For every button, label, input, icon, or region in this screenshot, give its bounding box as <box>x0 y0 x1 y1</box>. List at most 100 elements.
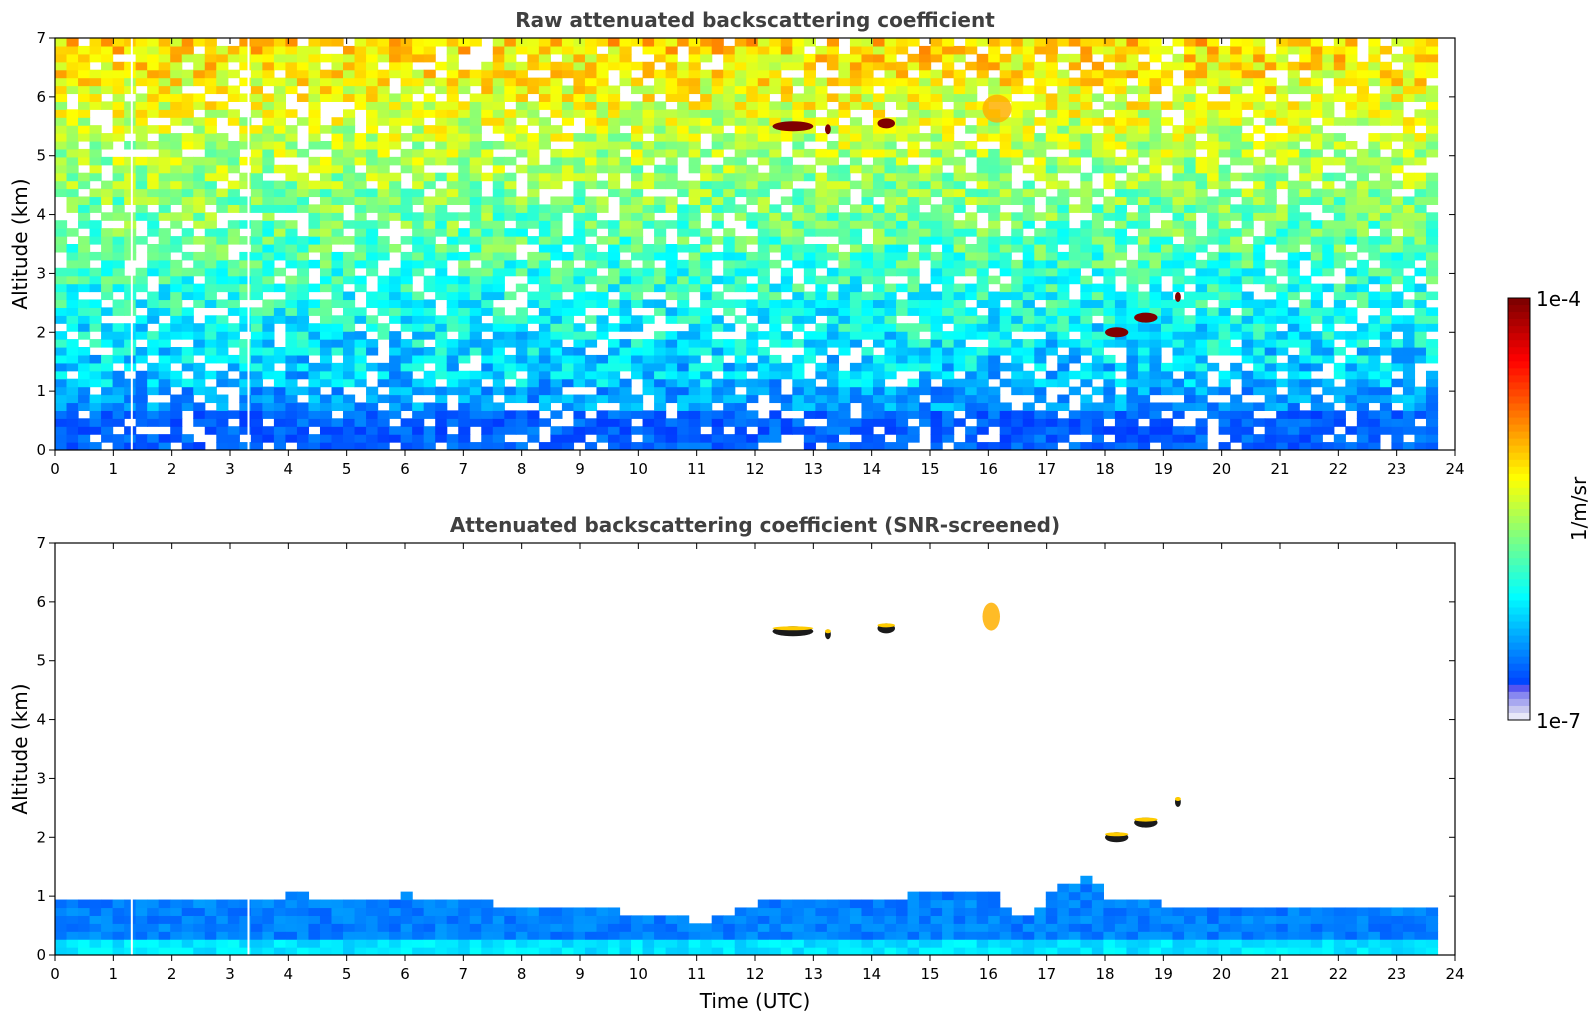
heatmap-cell <box>608 418 621 427</box>
heatmap-cell <box>112 109 125 118</box>
heatmap-cell <box>135 378 148 388</box>
heatmap-cell <box>1184 299 1197 308</box>
heatmap-cell <box>631 244 644 253</box>
heatmap-cell <box>861 394 874 404</box>
heatmap-cell <box>942 307 955 316</box>
heatmap-cell <box>1103 244 1116 253</box>
heatmap-cell <box>515 236 528 245</box>
heatmap-cell <box>677 347 690 356</box>
heatmap-cell <box>158 228 171 237</box>
heatmap-cell <box>262 299 275 308</box>
heatmap-cell <box>665 204 678 213</box>
heatmap-cell <box>1276 85 1289 95</box>
heatmap-cell <box>711 354 724 364</box>
heatmap-cell <box>907 354 920 364</box>
heatmap-cell <box>838 69 851 79</box>
heatmap-cell <box>527 117 540 126</box>
heatmap-cell <box>1022 188 1035 198</box>
heatmap-cell <box>677 283 690 293</box>
heatmap-cell <box>654 164 667 174</box>
heatmap-cell <box>158 164 171 174</box>
heatmap-cell <box>1080 172 1093 182</box>
heatmap-cell <box>250 291 263 301</box>
heatmap-cell <box>942 315 955 324</box>
heatmap-cell <box>400 77 413 87</box>
heatmap-cell <box>423 109 436 118</box>
heatmap-cell <box>1011 244 1024 253</box>
heatmap-cell <box>1333 228 1346 237</box>
heatmap-cell <box>412 259 425 269</box>
heatmap-cell <box>101 251 114 261</box>
heatmap-cell <box>400 259 413 269</box>
heatmap-cell <box>1253 101 1266 110</box>
heatmap-cell <box>907 283 920 293</box>
heatmap-cell <box>1195 386 1208 396</box>
heatmap-cell <box>1057 85 1070 95</box>
heatmap-cell <box>838 291 851 301</box>
heatmap-cell <box>792 323 805 332</box>
heatmap-cell <box>999 244 1012 253</box>
heatmap-cell <box>642 125 655 134</box>
heatmap-cell <box>1287 251 1300 261</box>
heatmap-cell <box>1114 141 1128 150</box>
heatmap-cell <box>1299 172 1312 182</box>
heatmap-cell <box>216 141 229 150</box>
heatmap-cell <box>815 196 828 205</box>
heatmap-cell <box>216 85 229 95</box>
heatmap-cell <box>55 188 68 198</box>
heatmap-cell <box>331 156 344 166</box>
heatmap-cell <box>1091 61 1104 71</box>
heatmap-cell <box>469 283 482 293</box>
heatmap-cell <box>400 38 413 47</box>
heatmap-cell <box>1218 125 1231 134</box>
heatmap-cell <box>1091 228 1104 237</box>
heatmap-cell <box>181 45 194 55</box>
heatmap-cell <box>412 418 425 427</box>
heatmap-cell <box>803 307 816 316</box>
heatmap-cell <box>965 370 978 380</box>
heatmap-cell <box>942 172 955 182</box>
heatmap-cell <box>1172 347 1185 356</box>
heatmap-cell <box>654 378 667 388</box>
heatmap-cell <box>1368 196 1381 205</box>
heatmap-cell <box>492 236 505 245</box>
heatmap-cell <box>55 354 68 364</box>
heatmap-cell <box>1045 347 1058 356</box>
heatmap-cell <box>1333 204 1346 213</box>
heatmap-cell <box>308 204 321 213</box>
heatmap-cell <box>619 38 632 47</box>
heatmap-cell <box>538 236 551 245</box>
heatmap-cell <box>1161 442 1174 450</box>
heatmap-cell <box>734 402 747 411</box>
heatmap-cell <box>803 125 816 134</box>
heatmap-cell <box>1057 156 1070 166</box>
heatmap-cell <box>101 212 114 221</box>
heatmap-cell <box>78 196 91 205</box>
heatmap-cell <box>1253 299 1266 308</box>
heatmap-cell <box>170 259 183 269</box>
heatmap-cell <box>1299 109 1312 118</box>
heatmap-cell <box>377 291 390 301</box>
heatmap-cell <box>642 362 655 372</box>
heatmap-cell <box>861 61 874 71</box>
heatmap-cell <box>1264 315 1277 324</box>
heatmap-cell <box>366 236 379 245</box>
heatmap-cell <box>596 117 609 126</box>
heatmap-cell <box>250 339 263 348</box>
heatmap-cell <box>1356 362 1369 372</box>
heatmap-cell <box>124 362 137 372</box>
heatmap-cell <box>700 180 713 190</box>
heatmap-cell <box>101 426 114 435</box>
heatmap-cell <box>377 378 390 388</box>
heatmap-cell <box>1356 148 1369 158</box>
heatmap-cell <box>561 236 575 245</box>
heatmap-cell <box>631 370 644 380</box>
heatmap-cell <box>204 117 217 126</box>
heatmap-cell <box>988 125 1001 134</box>
heatmap-cell <box>1045 251 1058 261</box>
heatmap-cell <box>608 141 621 150</box>
heatmap-cell <box>1356 291 1369 301</box>
heatmap-cell <box>1368 442 1381 450</box>
heatmap-cell <box>78 402 91 411</box>
heatmap-cell <box>250 77 263 87</box>
